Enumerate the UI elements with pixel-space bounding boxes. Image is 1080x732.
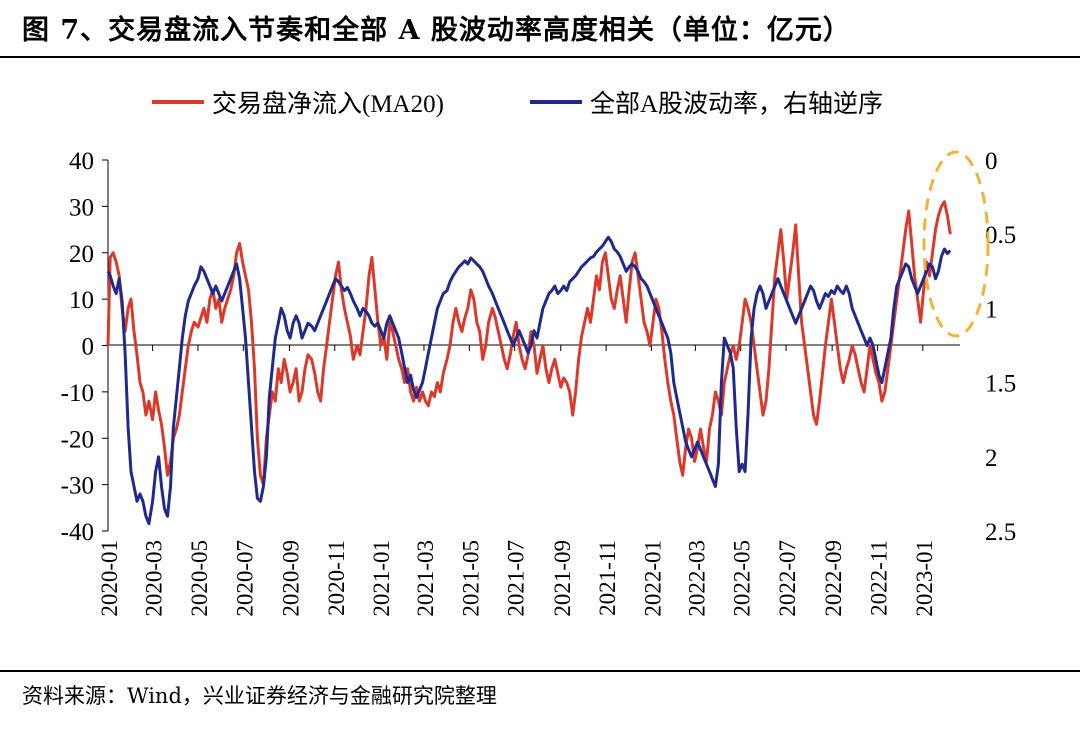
figure-title: 图 7、交易盘流入节奏和全部 A 股波动率高度相关（单位：亿元） bbox=[22, 15, 851, 46]
left-tick-label: 30 bbox=[69, 194, 94, 221]
x-tick-label: 2023-01 bbox=[912, 540, 937, 617]
left-tick-label: 40 bbox=[69, 148, 94, 175]
x-tick-label: 2022-09 bbox=[821, 540, 846, 617]
left-tick-label: 20 bbox=[69, 241, 94, 268]
x-tick-label: 2020-03 bbox=[142, 540, 167, 617]
x-tick-label: 2021-07 bbox=[504, 540, 529, 617]
x-tick-label: 2021-03 bbox=[413, 540, 438, 617]
right-tick-label: 0 bbox=[985, 148, 998, 175]
series-line-net-inflow bbox=[106, 200, 952, 487]
left-tick-label: -30 bbox=[61, 473, 94, 500]
x-tick-label: 2021-05 bbox=[458, 540, 483, 617]
x-tick-label: 2022-01 bbox=[640, 540, 665, 617]
x-tick-label: 2020-11 bbox=[324, 540, 349, 616]
legend-label-volatility: 全部A股波动率，右轴逆序 bbox=[590, 90, 883, 118]
right-axis-ticks: 0 0.5 1 1.5 2 2.5 bbox=[985, 148, 1016, 546]
left-tick-label: 10 bbox=[69, 287, 94, 314]
x-tick-label: 2020-05 bbox=[187, 540, 212, 617]
right-tick-label: 0.5 bbox=[985, 222, 1016, 249]
series-line-volatility bbox=[106, 235, 952, 526]
source-note: 资料来源：Wind，兴业证券经济与金融研究院整理 bbox=[22, 684, 497, 708]
right-tick-label: 1 bbox=[985, 296, 998, 323]
right-tick-label: 2 bbox=[985, 445, 998, 472]
x-tick-label: 2020-07 bbox=[232, 540, 257, 617]
right-tick-label: 1.5 bbox=[985, 371, 1016, 398]
x-axis-ticks: 2020-01 2020-03 2020-05 2020-07 2020-09 2020-… bbox=[97, 345, 937, 617]
left-tick-label: -20 bbox=[61, 426, 94, 453]
x-tick-label: 2022-07 bbox=[775, 540, 800, 617]
highlight-ellipse-annotation bbox=[922, 150, 990, 338]
left-tick-label: -10 bbox=[61, 380, 94, 407]
source-divider bbox=[0, 670, 1080, 672]
title-divider bbox=[0, 56, 1080, 58]
x-tick-label: 2022-05 bbox=[730, 540, 755, 617]
x-tick-label: 2021-01 bbox=[369, 540, 394, 617]
legend-label-net-inflow: 交易盘净流入(MA20) bbox=[212, 90, 444, 118]
x-tick-label: 2020-01 bbox=[97, 540, 122, 617]
dual-axis-line-chart: 交易盘净流入(MA20) 全部A股波动率，右轴逆序 -40 -30 -20 -10 0 1… bbox=[61, 90, 1017, 617]
x-tick-label: 2021-11 bbox=[595, 540, 620, 616]
left-axis-ticks: -40 -30 -20 -10 0 10 20 30 40 bbox=[61, 148, 108, 546]
x-tick-label: 2022-11 bbox=[866, 540, 891, 616]
right-tick-label: 2.5 bbox=[985, 519, 1016, 546]
x-tick-label: 2022-03 bbox=[684, 540, 709, 617]
legend: 交易盘净流入(MA20) 全部A股波动率，右轴逆序 bbox=[152, 90, 883, 118]
left-tick-label: -40 bbox=[61, 519, 94, 546]
x-tick-label: 2020-09 bbox=[278, 540, 303, 617]
x-tick-label: 2021-09 bbox=[550, 540, 575, 617]
left-tick-label: 0 bbox=[82, 334, 95, 361]
